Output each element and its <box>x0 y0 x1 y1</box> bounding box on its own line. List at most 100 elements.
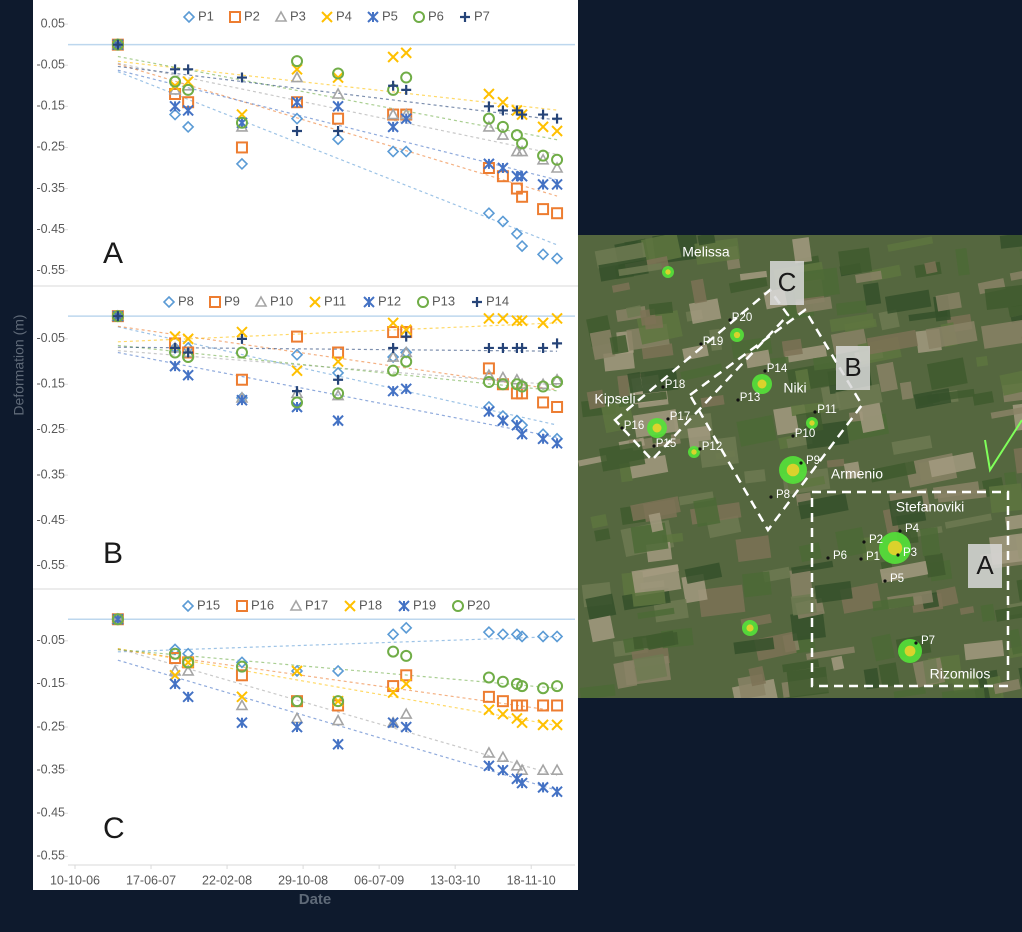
point <box>497 312 509 325</box>
point-label: P17 <box>670 411 690 423</box>
point <box>497 96 509 108</box>
field <box>994 603 1022 622</box>
point <box>400 669 413 682</box>
legend-marker <box>472 297 482 307</box>
point <box>537 317 549 329</box>
point <box>515 239 529 253</box>
field <box>878 662 900 688</box>
point <box>496 128 510 140</box>
point <box>537 719 549 731</box>
point-label: P12 <box>702 441 722 453</box>
point-label: P11 <box>817 404 837 416</box>
field <box>611 282 631 293</box>
deformation-core <box>786 463 800 477</box>
y-tick-label: -0.25 <box>37 719 66 733</box>
point <box>400 649 413 662</box>
point-label: P4 <box>905 523 920 535</box>
field <box>871 633 895 662</box>
field <box>586 389 606 410</box>
y-tick-label: -0.55 <box>37 849 66 863</box>
point <box>496 695 509 708</box>
legend-label: P2 <box>244 8 260 23</box>
field <box>975 355 989 367</box>
place-label: Stefanoviki <box>896 499 964 515</box>
point <box>482 112 495 125</box>
field <box>697 235 716 246</box>
field <box>786 666 829 698</box>
point <box>400 355 413 368</box>
point-dot <box>859 557 863 561</box>
point <box>550 630 564 643</box>
point <box>516 137 529 150</box>
point <box>292 386 303 397</box>
point <box>496 215 510 228</box>
field <box>980 603 996 622</box>
point-dot <box>763 369 767 373</box>
point <box>511 419 523 431</box>
point-label: P20 <box>732 312 752 324</box>
legend-marker <box>413 11 425 23</box>
point <box>550 373 564 385</box>
point <box>515 144 529 157</box>
point <box>388 80 399 91</box>
point <box>169 647 182 660</box>
point-dot <box>883 579 887 583</box>
point <box>236 326 248 338</box>
point <box>332 67 345 80</box>
legend-label: P19 <box>413 597 436 612</box>
point-dot <box>661 385 665 389</box>
point-label: P1 <box>866 551 880 563</box>
field <box>791 560 834 574</box>
point <box>515 630 529 643</box>
y-tick-label: -0.05 <box>37 331 66 345</box>
point <box>400 112 412 125</box>
point <box>331 87 345 99</box>
y-tick-label: 0.05 <box>41 16 65 30</box>
field <box>625 305 643 319</box>
point <box>386 145 400 158</box>
point <box>236 691 248 703</box>
field <box>637 235 682 266</box>
chart: -0.05 -0.15 -0.25 -0.35 -0.45 -0.55 P8 P9 P10 P11… <box>37 293 575 572</box>
point <box>235 116 248 129</box>
field <box>981 319 1022 349</box>
point <box>551 437 563 450</box>
field <box>932 481 980 500</box>
field <box>648 301 674 316</box>
point <box>552 338 563 349</box>
point-dot <box>862 540 866 544</box>
point <box>537 396 550 409</box>
point-label: P16 <box>624 420 644 432</box>
point <box>292 126 303 136</box>
field <box>733 637 775 655</box>
legend-marker <box>398 600 410 612</box>
field <box>709 328 723 351</box>
field <box>680 363 723 381</box>
y-tick-label: -0.15 <box>37 676 66 690</box>
point <box>516 380 529 393</box>
point <box>170 342 181 353</box>
field <box>863 667 881 690</box>
zone-outline <box>810 490 1010 688</box>
point <box>510 129 523 142</box>
point <box>332 387 345 400</box>
legend-marker <box>417 296 429 308</box>
point <box>387 121 399 133</box>
field <box>744 469 766 484</box>
point <box>400 47 412 59</box>
legend-marker <box>274 10 288 22</box>
point <box>387 364 400 377</box>
point <box>483 704 495 716</box>
point <box>536 630 550 643</box>
point <box>183 64 194 75</box>
field <box>1009 264 1022 281</box>
legend-label: P12 <box>378 293 401 308</box>
y-tick-label: -0.45 <box>37 222 66 236</box>
point <box>516 777 528 789</box>
point-label: P8 <box>776 489 790 501</box>
point <box>516 717 528 729</box>
field <box>797 493 849 520</box>
field <box>843 461 861 480</box>
point <box>169 75 182 88</box>
point-label: P18 <box>665 379 685 391</box>
